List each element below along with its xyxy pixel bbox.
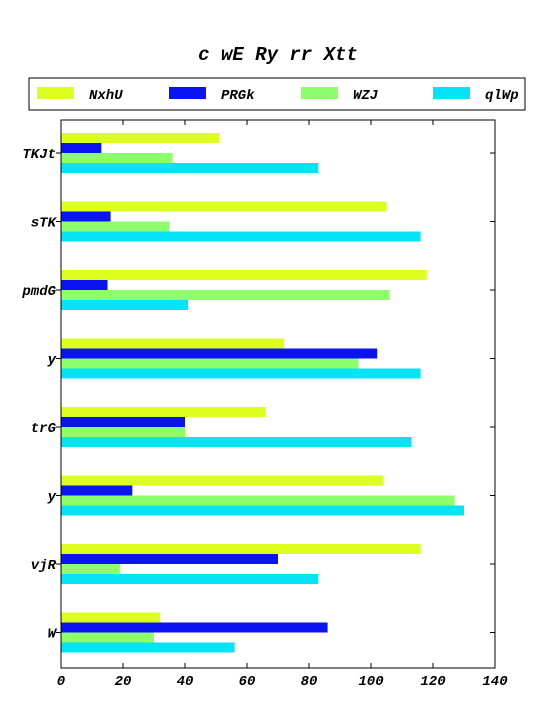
bar-NxhU-6	[61, 544, 421, 554]
bar-NxhU-5	[61, 475, 384, 486]
plot-frame	[60, 119, 496, 669]
x-tick-label-7: 140	[482, 674, 507, 690]
y-tick-label-3: y	[47, 353, 57, 369]
bar-PRGk-5	[61, 485, 133, 496]
x-tick-label-1: 20	[115, 674, 132, 690]
bar-WZJ-1	[61, 221, 170, 232]
bar-PRGk-4	[61, 417, 185, 427]
bar-qlWp-1	[61, 231, 421, 242]
x-tick-label-6: 120	[420, 674, 445, 690]
x-tick-label-0: 0	[57, 674, 65, 690]
y-tick-label-4: trG	[31, 421, 57, 437]
bar-NxhU-3	[61, 338, 285, 349]
bar-PRGk-1	[61, 211, 111, 222]
legend-label-NxhU: NxhU	[89, 88, 123, 104]
bar-WZJ-5	[61, 495, 455, 506]
y-axis: TKJt sTK pmdG y trG y vjR W	[21, 147, 495, 643]
y-tick-label-7: W	[48, 627, 58, 643]
bars-layer	[61, 133, 464, 653]
legend-label-qlWp: qlWp	[485, 88, 519, 104]
bar-qlWp-4	[61, 437, 412, 447]
bar-NxhU-2	[61, 270, 427, 280]
legend-swatch-WZJ	[301, 87, 338, 99]
x-tick-label-4: 80	[301, 674, 318, 690]
bar-WZJ-4	[61, 427, 185, 437]
bar-WZJ-6	[61, 564, 120, 574]
legend-swatch-PRGk	[169, 87, 206, 99]
bar-qlWp-7	[61, 642, 235, 653]
chart-title: c wE Ry rr Xtt	[198, 44, 358, 66]
legend-swatch-NxhU	[37, 87, 74, 99]
bar-WZJ-7	[61, 632, 154, 643]
bar-PRGk-0	[61, 143, 102, 153]
y-tick-label-0: TKJt	[22, 147, 56, 163]
bar-NxhU-0	[61, 133, 220, 143]
bar-qlWp-5	[61, 505, 464, 516]
x-axis: 0 20 40 60 80 100 120 140	[57, 120, 508, 690]
legend-label-PRGk: PRGk	[221, 88, 255, 104]
x-tick-label-5: 100	[358, 674, 383, 690]
bar-PRGk-3	[61, 348, 378, 359]
y-tick-label-1: sTK	[31, 216, 58, 232]
bar-WZJ-0	[61, 153, 173, 163]
y-tick-label-5: y	[47, 490, 57, 506]
bar-qlWp-6	[61, 574, 319, 584]
bar-WZJ-2	[61, 290, 390, 300]
x-tick-label-2: 40	[177, 674, 194, 690]
legend-label-WZJ: WZJ	[353, 88, 379, 104]
bar-qlWp-0	[61, 163, 319, 173]
bar-PRGk-7	[61, 622, 328, 633]
bar-PRGk-6	[61, 554, 278, 564]
y-tick-label-6: vjR	[31, 558, 57, 574]
bar-PRGk-2	[61, 280, 108, 290]
bar-NxhU-7	[61, 612, 161, 623]
bar-qlWp-2	[61, 300, 189, 310]
bar-WZJ-3	[61, 358, 359, 369]
x-tick-label-3: 60	[239, 674, 256, 690]
y-tick-label-2: pmdG	[21, 284, 56, 300]
legend: NxhU PRGk WZJ qlWp	[37, 87, 519, 104]
legend-swatch-qlWp	[433, 87, 470, 99]
bar-qlWp-3	[61, 368, 421, 379]
bar-NxhU-4	[61, 407, 266, 417]
bar-NxhU-1	[61, 201, 387, 212]
